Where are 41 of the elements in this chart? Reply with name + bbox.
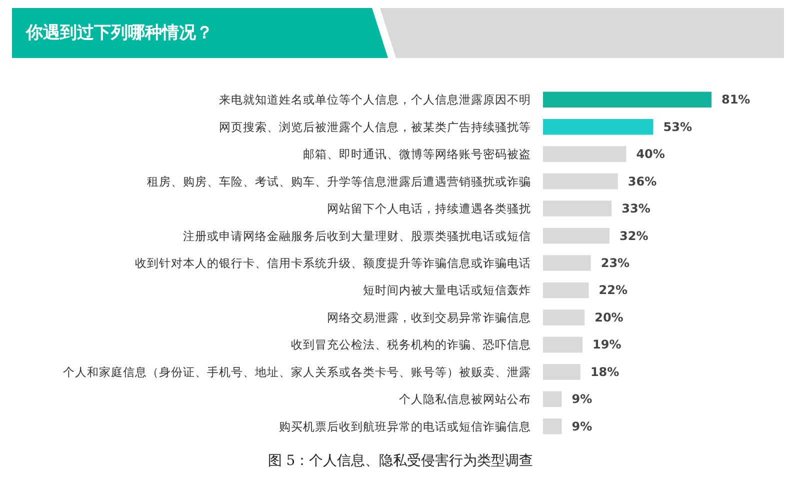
data-label: 19% — [592, 338, 622, 352]
data-label: 9% — [572, 419, 592, 434]
bar — [543, 92, 712, 108]
bar — [543, 118, 654, 135]
y-tick-label: 短时间内被大量电话或短信轰炸 — [363, 283, 531, 298]
y-tick-label: 注册或申请网络金融服务后收到大量理财、股票类骚扰电话或短信 — [183, 228, 531, 243]
bar — [543, 255, 591, 271]
bar — [543, 200, 612, 216]
y-tick-label: 网络交易泄露，收到交易异常诈骗信息 — [327, 310, 531, 324]
bar — [543, 364, 580, 380]
y-tick-label: 网页搜索、浏览后被泄露个人信息，被某类广告持续骚扰等 — [219, 120, 531, 134]
y-tick-label: 收到冒充公检法、税务机构的诈骗、恐吓信息 — [291, 338, 531, 352]
bar — [543, 336, 583, 353]
data-label: 33% — [622, 202, 650, 216]
data-label: 22% — [598, 283, 628, 298]
y-tick-label: 个人和家庭信息（身份证、手机号、地址、家人关系或各类卡号、账号等）被贩卖、泄露 — [63, 364, 531, 379]
data-label: 36% — [628, 174, 657, 188]
y-tick-label: 邮箱、即时通讯、微博等网络账号密码被盗 — [303, 147, 531, 162]
data-label: 23% — [600, 256, 630, 270]
y-tick-label: 网站留下个人电话，持续遭遇各类骚扰 — [327, 202, 531, 216]
caption: 图 5：个人信息、隐私受侵害行为类型调查 — [266, 452, 534, 470]
data-label: 18% — [590, 364, 620, 379]
data-label: 9% — [572, 392, 592, 406]
data-label: 40% — [636, 147, 665, 162]
bar — [543, 146, 626, 162]
bar — [543, 173, 618, 190]
y-tick-label: 租房、购房、车险、考试、购车、升学等信息泄露后遭遇营销骚扰或诈骗 — [147, 174, 531, 188]
bar — [543, 228, 610, 244]
data-label: 32% — [620, 228, 648, 243]
data-label: 20% — [594, 310, 624, 324]
y-tick-label: 购买机票后收到航班异常的电话或短信诈骗信息 — [279, 419, 531, 434]
y-tick-label: 来电就知道姓名或单位等个人信息，个人信息泄露原因不明 — [219, 92, 531, 107]
text: 你遇到过下列哪种情况？ — [26, 22, 213, 45]
data-label: 81% — [721, 92, 750, 107]
y-tick-label: 收到针对本人的银行卡、信用卡系统升级、额度提升等诈骗信息或诈骗电话 — [135, 256, 531, 270]
bar — [543, 418, 562, 434]
y-tick-label: 个人隐私信息被网站公布 — [399, 392, 531, 406]
data-label: 53% — [663, 120, 692, 134]
bar — [543, 282, 589, 298]
bar — [543, 310, 585, 326]
bar — [543, 391, 562, 408]
